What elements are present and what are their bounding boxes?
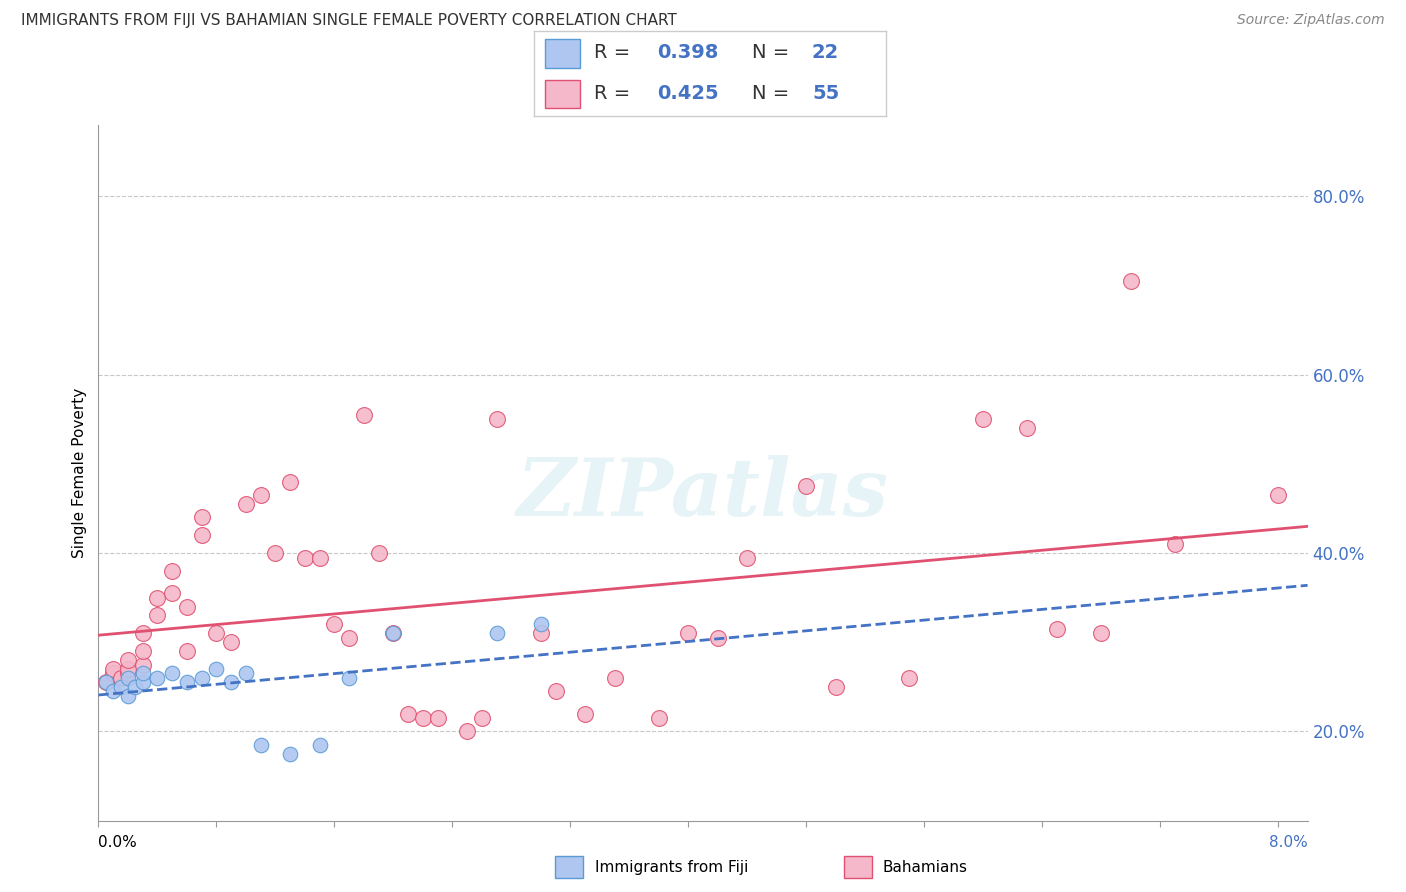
Text: Bahamians: Bahamians [883, 860, 967, 874]
Point [456, 724, 478, 739]
Point [101, 662, 124, 676]
Point [190, 528, 212, 542]
Point [1119, 274, 1142, 288]
Point [176, 644, 198, 658]
Point [160, 586, 183, 600]
Point [131, 626, 153, 640]
Point [110, 680, 132, 694]
Point [117, 689, 139, 703]
Point [101, 666, 124, 681]
Point [264, 546, 287, 560]
Text: 22: 22 [813, 43, 839, 62]
Text: R =: R = [593, 84, 637, 103]
Point [249, 488, 271, 502]
Point [706, 631, 728, 645]
Point [131, 657, 153, 672]
Point [117, 653, 139, 667]
Point [337, 671, 360, 685]
Point [1046, 622, 1069, 636]
Point [898, 671, 921, 685]
FancyBboxPatch shape [544, 79, 581, 108]
Point [117, 662, 139, 676]
Text: 8.0%: 8.0% [1268, 836, 1308, 850]
Point [190, 510, 212, 524]
Point [160, 564, 183, 578]
FancyBboxPatch shape [544, 39, 581, 68]
Text: Immigrants from Fiji: Immigrants from Fiji [595, 860, 748, 874]
Text: ZIPatlas: ZIPatlas [517, 455, 889, 533]
Point [323, 617, 346, 632]
Text: 55: 55 [813, 84, 839, 103]
Text: N =: N = [752, 84, 796, 103]
Y-axis label: Single Female Poverty: Single Female Poverty [72, 388, 87, 558]
Point [101, 684, 124, 698]
Point [471, 711, 494, 725]
Point [160, 666, 183, 681]
Point [131, 644, 153, 658]
Point [382, 626, 405, 640]
Point [544, 684, 567, 698]
Point [249, 738, 271, 752]
Point [530, 617, 553, 632]
Point [278, 747, 301, 761]
Point [146, 608, 169, 623]
Point [337, 631, 360, 645]
Point [382, 626, 405, 640]
Point [110, 671, 132, 685]
Point [1164, 537, 1187, 551]
Point [972, 412, 994, 426]
Text: IMMIGRANTS FROM FIJI VS BAHAMIAN SINGLE FEMALE POVERTY CORRELATION CHART: IMMIGRANTS FROM FIJI VS BAHAMIAN SINGLE … [21, 13, 676, 29]
Point [824, 680, 846, 694]
Point [485, 412, 508, 426]
Point [219, 675, 242, 690]
Point [235, 666, 257, 681]
Point [94, 675, 117, 690]
Point [678, 626, 700, 640]
Point [146, 591, 169, 605]
Point [1017, 421, 1039, 435]
Point [603, 671, 626, 685]
Point [205, 626, 228, 640]
Point [235, 497, 257, 511]
Point [124, 680, 146, 694]
Point [131, 666, 153, 681]
Point [146, 671, 169, 685]
Point [648, 711, 671, 725]
Point [308, 738, 330, 752]
Point [131, 675, 153, 690]
Point [190, 671, 212, 685]
Point [794, 479, 817, 493]
Point [117, 666, 139, 681]
Point [205, 662, 228, 676]
Point [396, 706, 419, 721]
Point [176, 675, 198, 690]
Point [426, 711, 449, 725]
Text: N =: N = [752, 43, 796, 62]
Point [574, 706, 596, 721]
Point [353, 408, 375, 422]
Point [367, 546, 389, 560]
Text: 0.398: 0.398 [657, 43, 718, 62]
Text: 0.0%: 0.0% [98, 836, 138, 850]
Point [278, 475, 301, 489]
Point [735, 550, 758, 565]
Point [308, 550, 330, 565]
Point [530, 626, 553, 640]
Text: R =: R = [593, 43, 637, 62]
Point [485, 626, 508, 640]
Point [294, 550, 316, 565]
Text: 0.425: 0.425 [657, 84, 718, 103]
Point [1090, 626, 1112, 640]
Point [117, 671, 139, 685]
Point [412, 711, 434, 725]
Point [94, 675, 117, 690]
Point [1267, 488, 1289, 502]
Text: Source: ZipAtlas.com: Source: ZipAtlas.com [1237, 13, 1385, 28]
Point [219, 635, 242, 649]
Point [176, 599, 198, 614]
